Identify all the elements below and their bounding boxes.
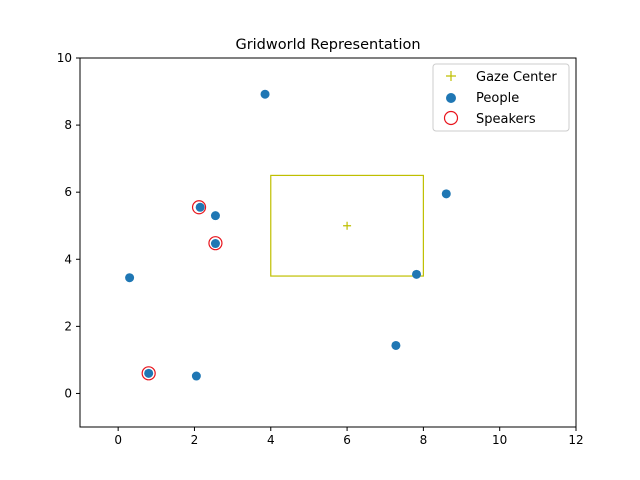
- chart-title: Gridworld Representation: [235, 37, 420, 53]
- people-point: [210, 239, 220, 249]
- x-axis: 0 2 4 6 8 10 12: [114, 427, 584, 447]
- people-point: [260, 89, 270, 99]
- x-tick-label: 8: [420, 433, 428, 447]
- y-tick-label: 0: [64, 386, 72, 400]
- x-tick-label: 12: [568, 433, 583, 447]
- legend-people-marker: [446, 93, 456, 103]
- legend-label-people: People: [476, 91, 519, 106]
- x-tick-label: 10: [492, 433, 507, 447]
- people-point: [412, 269, 422, 279]
- x-tick-label: 0: [114, 433, 122, 447]
- legend-label-gaze-center: Gaze Center: [476, 70, 557, 85]
- y-tick-label: 10: [57, 51, 72, 65]
- speaker-point: [208, 236, 223, 251]
- people-point: [391, 340, 401, 350]
- speakers-series: [141, 200, 223, 381]
- people-point: [191, 371, 201, 381]
- legend-speakers-marker: [443, 110, 459, 126]
- people-point: [441, 189, 451, 199]
- legend-gaze-center-marker: [446, 71, 456, 81]
- gaze-center-series: [343, 221, 352, 230]
- x-tick-label: 6: [343, 433, 351, 447]
- y-tick-label: 2: [64, 319, 72, 333]
- y-tick-label: 6: [64, 185, 72, 199]
- legend-box: [432, 63, 570, 132]
- gaze-center-point: [343, 221, 352, 230]
- people-point: [195, 202, 205, 212]
- gaze-box: [270, 174, 424, 277]
- y-tick-label: 4: [64, 252, 72, 266]
- speaker-point: [141, 366, 156, 381]
- people-point: [144, 368, 154, 378]
- x-tick-label: 2: [191, 433, 199, 447]
- y-tick-label: 8: [64, 118, 72, 132]
- legend-item-people: People: [446, 91, 519, 106]
- legend-item-gaze-center: Gaze Center: [446, 70, 557, 85]
- people-point: [210, 211, 220, 221]
- plot-frame: [79, 57, 577, 428]
- people-series: [125, 89, 451, 381]
- legend: Gaze Center People Speakers: [432, 63, 570, 132]
- y-axis: 0 2 4 6 8 10: [57, 51, 80, 400]
- people-point: [125, 273, 135, 283]
- speaker-point: [191, 200, 207, 215]
- legend-label-speakers: Speakers: [476, 112, 536, 127]
- x-tick-label: 4: [267, 433, 275, 447]
- legend-item-speakers: Speakers: [443, 110, 536, 127]
